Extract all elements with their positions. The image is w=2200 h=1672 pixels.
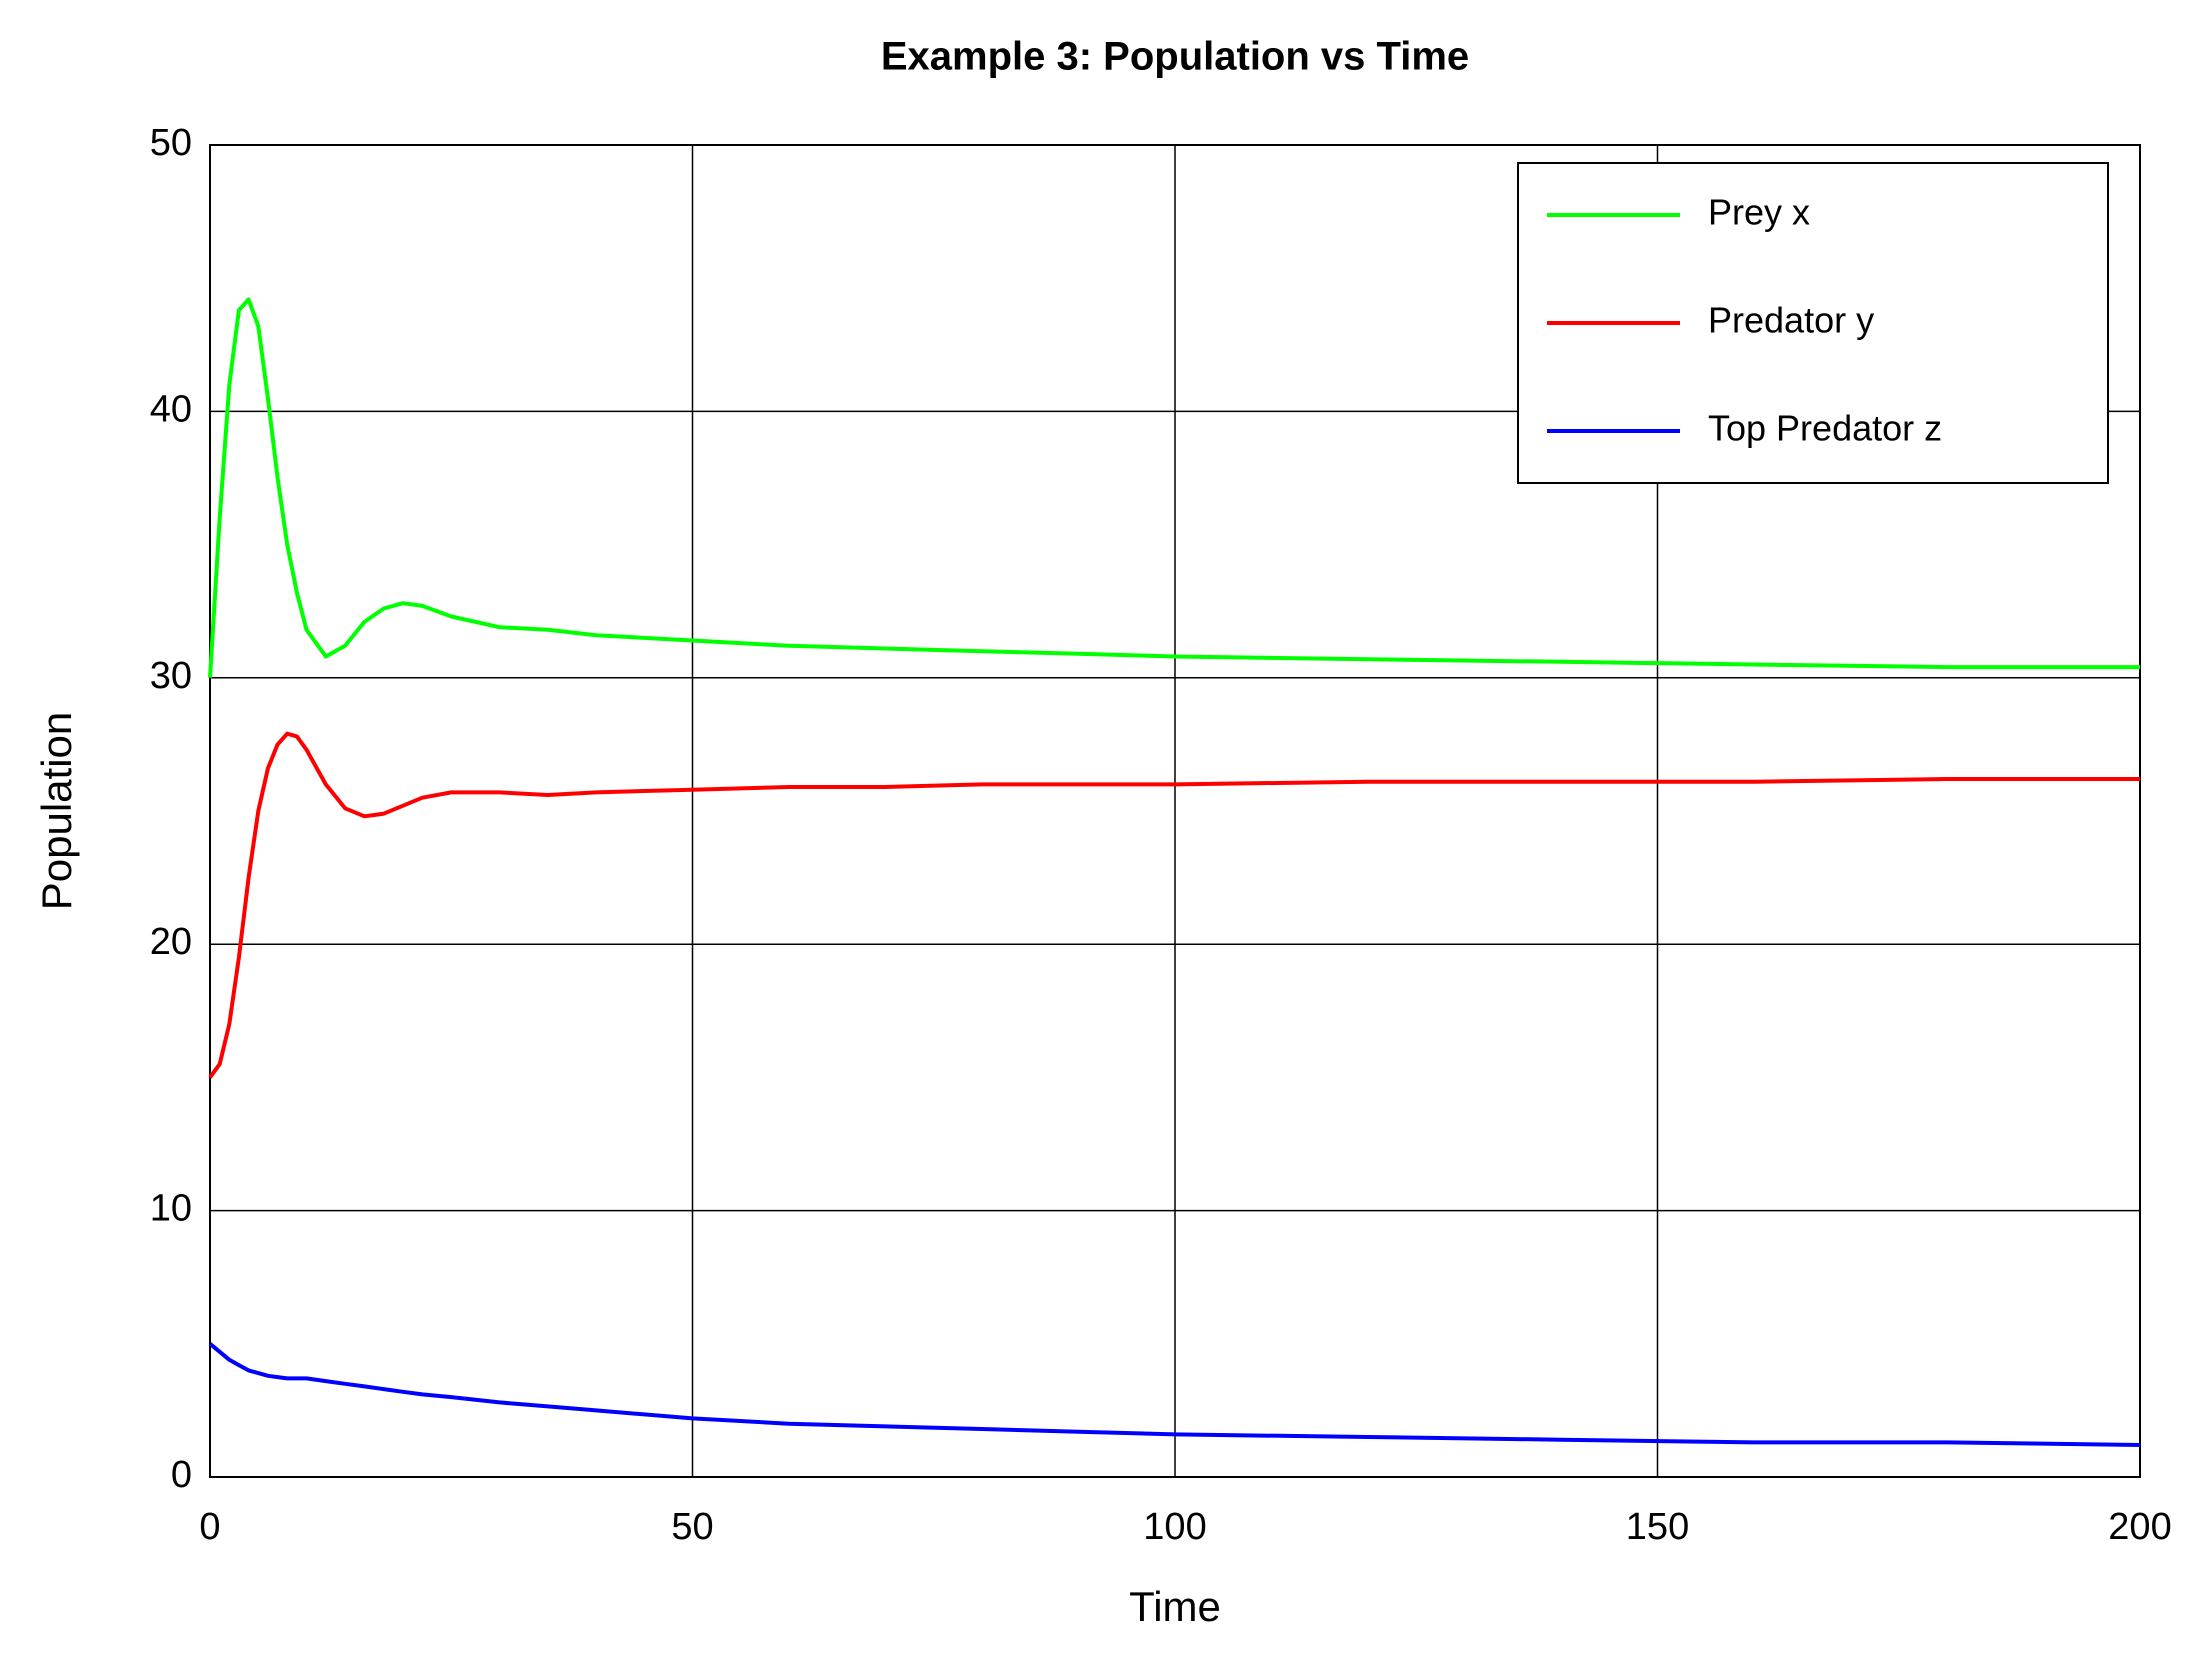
- series-line: [208, 297, 2140, 678]
- x-tick-label: 0: [199, 1506, 220, 1548]
- y-tick-label: 0: [171, 1454, 192, 1496]
- x-tick-label: 100: [1143, 1506, 1206, 1548]
- series-line: [208, 731, 2140, 1079]
- legend-label: Predator y: [1708, 300, 1874, 341]
- y-tick-label: 10: [150, 1188, 192, 1230]
- y-tick-label: 20: [150, 921, 192, 963]
- x-axis-label: Time: [1129, 1583, 1221, 1630]
- legend-label: Top Predator z: [1708, 408, 1942, 449]
- plot-frame: [209, 144, 2141, 1478]
- legend-label: Prey x: [1708, 192, 1810, 233]
- y-tick-label: 50: [150, 122, 192, 164]
- x-tick-label: 150: [1626, 1506, 1689, 1548]
- y-axis-label: Population: [33, 712, 80, 911]
- chart-title: Example 3: Population vs Time: [881, 35, 1469, 79]
- series-line: [208, 1342, 2141, 1447]
- y-tick-label: 30: [150, 655, 192, 697]
- x-tick-label: 50: [671, 1506, 713, 1548]
- y-tick-label: 40: [150, 388, 192, 430]
- x-tick-label: 200: [2108, 1506, 2171, 1548]
